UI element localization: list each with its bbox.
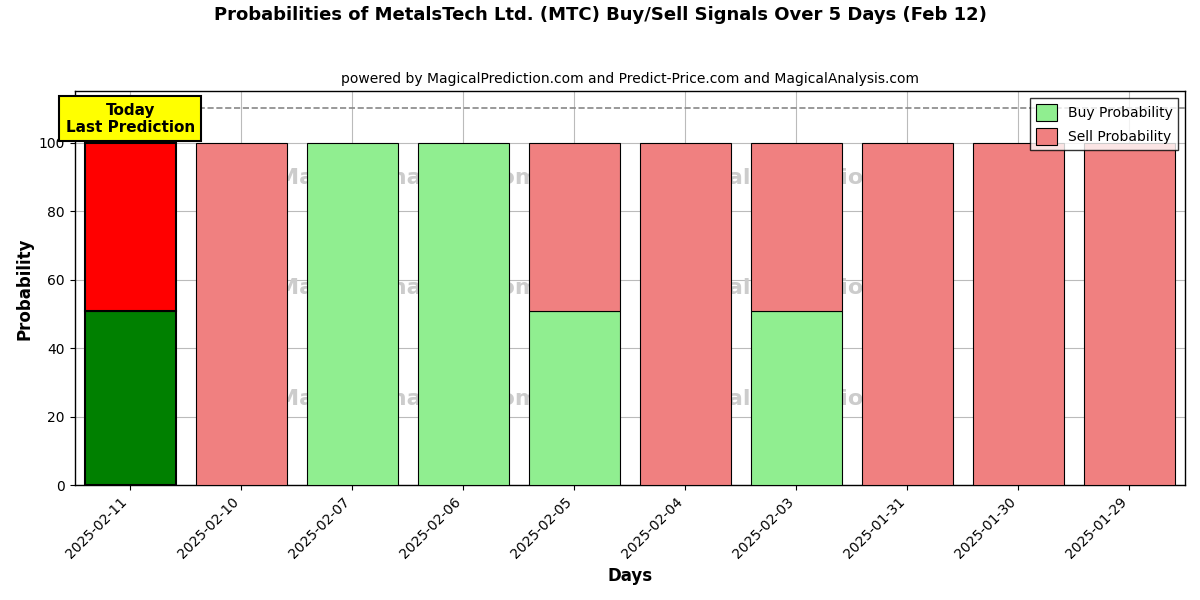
- Bar: [1084, 143, 1175, 485]
- Text: MagicalPrediction.com: MagicalPrediction.com: [654, 389, 940, 409]
- Legend: Buy Probability, Sell Probability: Buy Probability, Sell Probability: [1030, 98, 1178, 150]
- Bar: [85, 143, 175, 311]
- Bar: [973, 143, 1064, 485]
- Bar: [529, 143, 620, 311]
- Bar: [85, 311, 175, 485]
- Y-axis label: Probability: Probability: [16, 237, 34, 340]
- Bar: [751, 143, 842, 311]
- Text: MagicalAnalysis.com: MagicalAnalysis.com: [277, 389, 539, 409]
- Text: MagicalAnalysis.com: MagicalAnalysis.com: [277, 278, 539, 298]
- Bar: [640, 143, 731, 485]
- Text: MagicalPrediction.com: MagicalPrediction.com: [654, 168, 940, 188]
- Bar: [307, 143, 397, 485]
- Text: MagicalPrediction.com: MagicalPrediction.com: [654, 278, 940, 298]
- Bar: [196, 143, 287, 485]
- Text: Probabilities of MetalsTech Ltd. (MTC) Buy/Sell Signals Over 5 Days (Feb 12): Probabilities of MetalsTech Ltd. (MTC) B…: [214, 6, 986, 24]
- Bar: [751, 311, 842, 485]
- Text: Today
Last Prediction: Today Last Prediction: [66, 103, 194, 135]
- Bar: [862, 143, 953, 485]
- Title: powered by MagicalPrediction.com and Predict-Price.com and MagicalAnalysis.com: powered by MagicalPrediction.com and Pre…: [341, 72, 919, 86]
- X-axis label: Days: Days: [607, 567, 653, 585]
- Text: MagicalAnalysis.com: MagicalAnalysis.com: [277, 168, 539, 188]
- Bar: [418, 143, 509, 485]
- Bar: [529, 311, 620, 485]
